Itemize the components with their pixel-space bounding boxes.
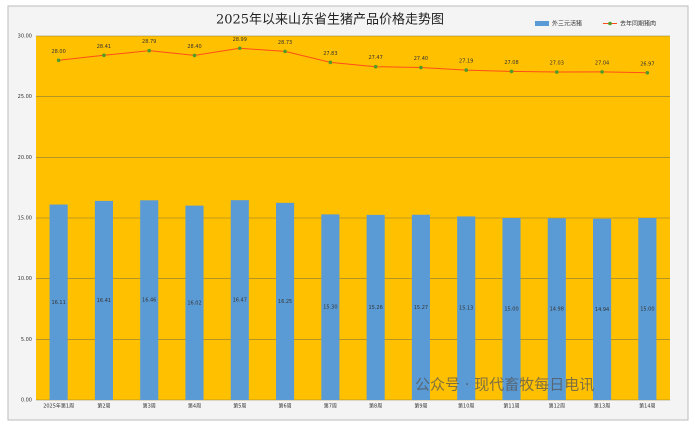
x-tick-label: 第2周 (97, 403, 110, 410)
line-value-label: 28.41 (97, 44, 111, 50)
x-tick-label: 第10周 (458, 403, 474, 410)
y-tick-label: 15.00 (18, 216, 32, 222)
bar-value-label: 16.11 (51, 300, 65, 306)
bar-value-label: 16.46 (142, 298, 156, 304)
bar-value-label: 15.00 (504, 307, 518, 313)
bar-value-label: 14.98 (550, 307, 564, 313)
y-tick-label: 30.00 (18, 34, 32, 40)
bar (457, 216, 476, 400)
line-value-label: 28.00 (51, 49, 65, 55)
bar-value-label: 15.30 (323, 305, 337, 311)
x-tick-label: 2025年第1周 (43, 403, 74, 410)
x-tick-label: 第9周 (414, 403, 427, 410)
line-marker (56, 58, 61, 63)
bar-value-label: 15.27 (414, 305, 428, 311)
bar (185, 205, 204, 400)
bar (230, 200, 249, 400)
bar (49, 204, 68, 400)
legend-swatch (535, 21, 549, 26)
line-marker (373, 64, 378, 69)
line-marker (283, 49, 287, 54)
line-marker (509, 69, 514, 74)
x-tick-label: 第6周 (278, 403, 291, 410)
bar (276, 202, 295, 400)
x-tick-label: 第3周 (143, 403, 156, 410)
bar (94, 200, 113, 400)
line-marker (328, 60, 333, 65)
bar-value-label: 16.25 (278, 299, 292, 305)
x-tick-label: 第12周 (549, 403, 565, 410)
bar-value-label: 16.41 (97, 298, 111, 304)
x-tick-label: 第8周 (369, 403, 382, 410)
bar-value-label: 14.94 (595, 307, 609, 313)
line-value-label: 28.79 (142, 39, 156, 45)
line-marker (102, 53, 106, 58)
line-value-label: 26.97 (640, 61, 654, 67)
x-tick-label: 第5周 (233, 403, 246, 410)
line (58, 47, 648, 74)
y-tick-label: 20.00 (18, 155, 32, 161)
bar (140, 200, 159, 400)
line-marker (600, 70, 604, 74)
line-value-label: 28.99 (233, 37, 247, 43)
bar-value-label: 15.26 (368, 305, 382, 311)
x-tick-label: 第4周 (188, 403, 201, 410)
bar-value-label: 16.47 (233, 298, 247, 304)
line-marker (464, 68, 469, 72)
y-tick-label: 25.00 (18, 94, 32, 100)
line-marker (645, 70, 650, 75)
bar (411, 214, 430, 400)
bar (638, 218, 657, 400)
legend-label: 外三元活猪 (552, 20, 582, 28)
bar (321, 214, 340, 400)
y-tick-label: 0.00 (21, 398, 32, 404)
chart-title: 2025年以来山东省生猪产品价格走势图 (216, 12, 444, 28)
bar-value-label: 15.00 (640, 307, 654, 313)
line-marker (554, 70, 559, 74)
bar (547, 218, 566, 400)
line-value-label: 27.47 (368, 55, 382, 61)
legend-swatch (608, 21, 612, 26)
line-marker (419, 65, 423, 70)
line-value-label: 27.40 (414, 56, 428, 62)
line-value-label: 27.04 (595, 60, 609, 66)
x-tick-label: 第7周 (324, 403, 337, 410)
y-tick-label: 10.00 (18, 276, 32, 282)
line-marker (237, 46, 242, 51)
x-tick-label: 第14周 (639, 403, 655, 410)
x-tick-label: 第13周 (594, 403, 610, 410)
bar (593, 218, 612, 400)
line-value-label: 27.08 (504, 60, 518, 66)
line-value-label: 27.83 (323, 51, 337, 57)
x-tick-label: 第11周 (503, 403, 519, 410)
line-value-label: 27.03 (550, 61, 564, 67)
line-value-label: 28.73 (278, 40, 292, 46)
y-tick-label: 5.00 (21, 337, 32, 343)
line-marker (192, 53, 197, 58)
watermark: 公众号 · 现代畜牧每日电讯 (415, 376, 594, 394)
bar-value-label: 16.02 (187, 300, 201, 306)
bar (366, 214, 385, 400)
bar-value-label: 15.13 (459, 306, 473, 312)
line-marker (147, 48, 152, 53)
line-value-label: 28.40 (187, 44, 201, 50)
line-value-label: 27.19 (459, 59, 473, 65)
legend-label: 去年同期猪肉 (620, 20, 656, 28)
bar (502, 218, 521, 400)
